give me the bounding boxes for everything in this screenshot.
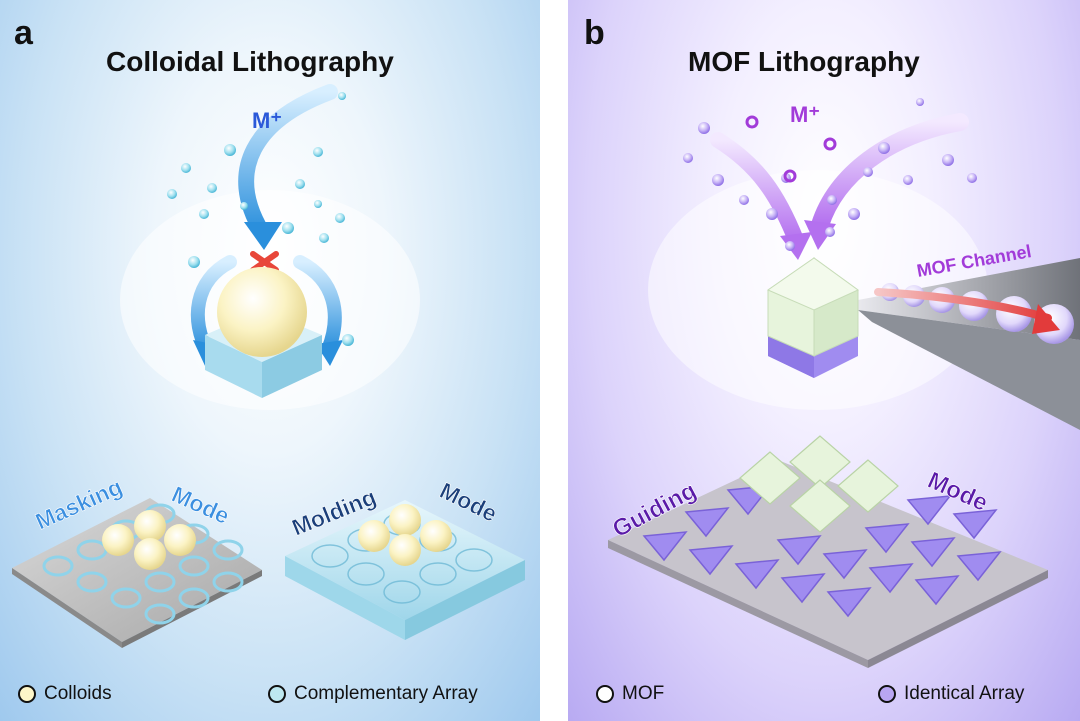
incoming-arrow [238,84,338,240]
panel-title: Colloidal Lithography [106,46,394,77]
incoming-arrowhead [244,222,282,250]
legend-swatch [596,685,614,703]
ion-ring [823,137,837,151]
colloid-sphere [217,267,307,357]
legend-item-mof: MOF [596,683,664,705]
panel-title: MOF Lithography [688,46,920,77]
panel-mof-lithography: Guiding Mode MOF Channel M⁺ b MOF Lithog… [568,0,1080,721]
ion-particles [167,92,354,346]
ion-label: M⁺ [252,108,282,133]
legend-item-colloids: Colloids [18,683,112,705]
legend-label: Complementary Array [294,683,478,704]
ion-label: M⁺ [790,102,820,127]
legend-label: Identical Array [904,683,1025,704]
colloidal-illustration: Masking Mode Molding Mode M⁺ [12,84,525,648]
legend-swatch [268,685,286,703]
ion-ring [783,169,797,183]
molding-array [285,500,525,640]
legend-label: MOF [622,683,665,704]
deflect-arrow-left [190,255,237,359]
panel-colloidal-lithography: Masking Mode Molding Mode M⁺ a Colloidal… [0,0,540,721]
legend-item-complementary-array: Complementary Array [268,683,478,705]
channel-arrowhead [1032,304,1060,334]
channel-arrow [874,288,1052,322]
mof-illustration: Guiding Mode MOF Channel M⁺ [608,98,1080,668]
legend-item-identical-array: Identical Array [878,683,1024,705]
ion-ring [745,115,759,129]
legend-swatch [18,685,36,703]
mof-crystal [766,257,859,378]
incoming-arrow-left [710,132,804,248]
panel-letter: b [584,14,605,52]
legend-label: Colloids [44,683,112,704]
legend-swatch [878,685,896,703]
deflect-arrow-right [293,255,342,357]
deflect-arrowhead-right [316,340,343,366]
molding-mode-word: Mode [436,477,501,527]
guiding-array [608,435,1048,668]
incoming-arrowhead-left [780,232,812,260]
incoming-arrow-right [811,113,969,234]
masking-array [12,498,262,648]
panel-letter: a [14,14,33,52]
